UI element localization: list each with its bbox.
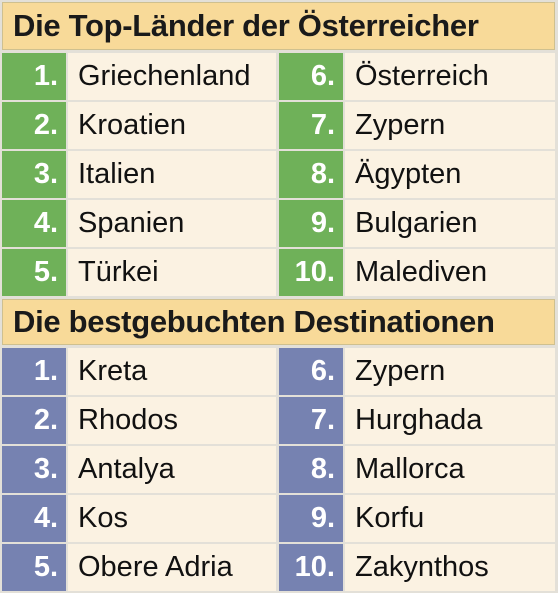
destination-name: Zakynthos (345, 544, 555, 591)
table-row: 2. Rhodos 7. Hurghada (2, 397, 555, 445)
table-row: 1. Griechenland 6. Österreich (2, 53, 555, 101)
rank-number: 2. (2, 102, 66, 149)
destination-name: Kreta (68, 348, 276, 395)
table-row: 5. Türkei 10. Malediven (2, 249, 555, 297)
rank-number: 1. (2, 53, 66, 100)
rank-number: 3. (2, 446, 66, 493)
top-countries-table: 1. Griechenland 6. Österreich 2. Kroatie… (2, 53, 555, 298)
table-row: 4. Kos 9. Korfu (2, 495, 555, 543)
rank-number: 6. (279, 348, 343, 395)
rank-number: 2. (2, 397, 66, 444)
rank-number: 5. (2, 249, 66, 296)
country-name: Österreich (345, 53, 555, 100)
country-name: Italien (68, 151, 276, 198)
rank-number: 10. (279, 544, 343, 591)
destination-name: Mallorca (345, 446, 555, 493)
destination-name: Zypern (345, 348, 555, 395)
rank-number: 7. (279, 102, 343, 149)
rank-number: 9. (279, 495, 343, 542)
destination-name: Obere Adria (68, 544, 276, 591)
country-name: Griechenland (68, 53, 276, 100)
destination-name: Hurghada (345, 397, 555, 444)
table-row: 4. Spanien 9. Bulgarien (2, 200, 555, 248)
table-row: 3. Antalya 8. Mallorca (2, 446, 555, 494)
destination-name: Rhodos (68, 397, 276, 444)
country-name: Bulgarien (345, 200, 555, 247)
country-name: Ägypten (345, 151, 555, 198)
country-name: Kroatien (68, 102, 276, 149)
rank-number: 8. (279, 446, 343, 493)
rank-number: 4. (2, 495, 66, 542)
table-row: 1. Kreta 6. Zypern (2, 348, 555, 396)
destination-name: Kos (68, 495, 276, 542)
rank-number: 8. (279, 151, 343, 198)
rank-number: 3. (2, 151, 66, 198)
top-destinations-table: 1. Kreta 6. Zypern 2. Rhodos 7. Hurghada… (2, 348, 555, 593)
country-name: Zypern (345, 102, 555, 149)
country-name: Malediven (345, 249, 555, 296)
rank-number: 4. (2, 200, 66, 247)
country-name: Türkei (68, 249, 276, 296)
destination-name: Antalya (68, 446, 276, 493)
table-row: 3. Italien 8. Ägypten (2, 151, 555, 199)
rank-number: 7. (279, 397, 343, 444)
rank-number: 6. (279, 53, 343, 100)
table-row: 5. Obere Adria 10. Zakynthos (2, 544, 555, 592)
section-title-top-countries: Die Top-Länder der Österreicher (2, 2, 555, 50)
rank-number: 10. (279, 249, 343, 296)
table-row: 2. Kroatien 7. Zypern (2, 102, 555, 150)
rank-number: 1. (2, 348, 66, 395)
rank-number: 9. (279, 200, 343, 247)
section-title-top-destinations: Die bestgebuchten Destinationen (2, 299, 555, 345)
destination-name: Korfu (345, 495, 555, 542)
country-name: Spanien (68, 200, 276, 247)
rank-number: 5. (2, 544, 66, 591)
